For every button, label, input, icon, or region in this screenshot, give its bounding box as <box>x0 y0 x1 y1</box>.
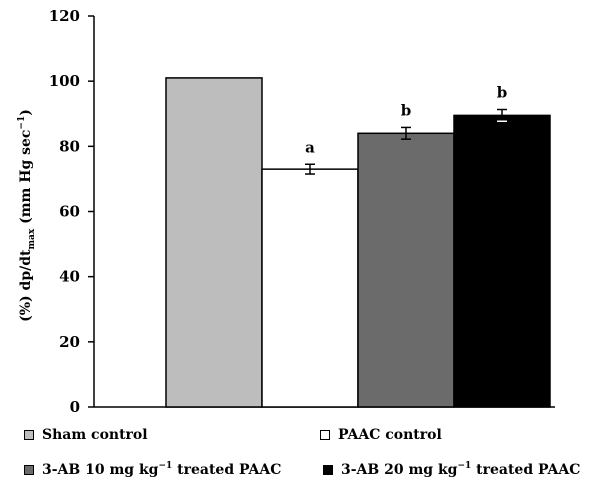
y-axis-label-part-5: ) <box>18 109 34 116</box>
y-tick-label-40: 40 <box>59 268 80 286</box>
y-tick-label-80: 80 <box>59 137 80 155</box>
bar-1 <box>165 77 263 408</box>
y-tick-label-120: 120 <box>49 7 80 25</box>
y-axis-label-part-4: −1 <box>17 116 27 130</box>
significance-label-3: b <box>401 101 412 119</box>
bar-2 <box>261 168 359 408</box>
significance-label-2: a <box>305 138 315 156</box>
y-axis-label-group: (%) dp/dtmax (mm Hg sec−1) <box>17 109 37 322</box>
y-tick-label-0: 0 <box>70 398 80 416</box>
y-axis-label-part-2: max <box>27 228 37 249</box>
significance-label-4: b <box>497 84 508 102</box>
y-axis-label-part-3: (mm Hg sec <box>18 130 34 229</box>
y-axis-label-part-1: (%) dp/dt <box>18 249 34 322</box>
bar-4 <box>453 114 551 408</box>
chart-bars: a b b <box>165 77 551 408</box>
y-tick-label-20: 20 <box>59 333 80 351</box>
bar-3 <box>357 132 455 408</box>
y-tick-label-100: 100 <box>49 72 80 90</box>
y-tick-label-60: 60 <box>59 203 80 221</box>
y-axis-label: (%) dp/dtmax (mm Hg sec−1) <box>17 109 37 322</box>
